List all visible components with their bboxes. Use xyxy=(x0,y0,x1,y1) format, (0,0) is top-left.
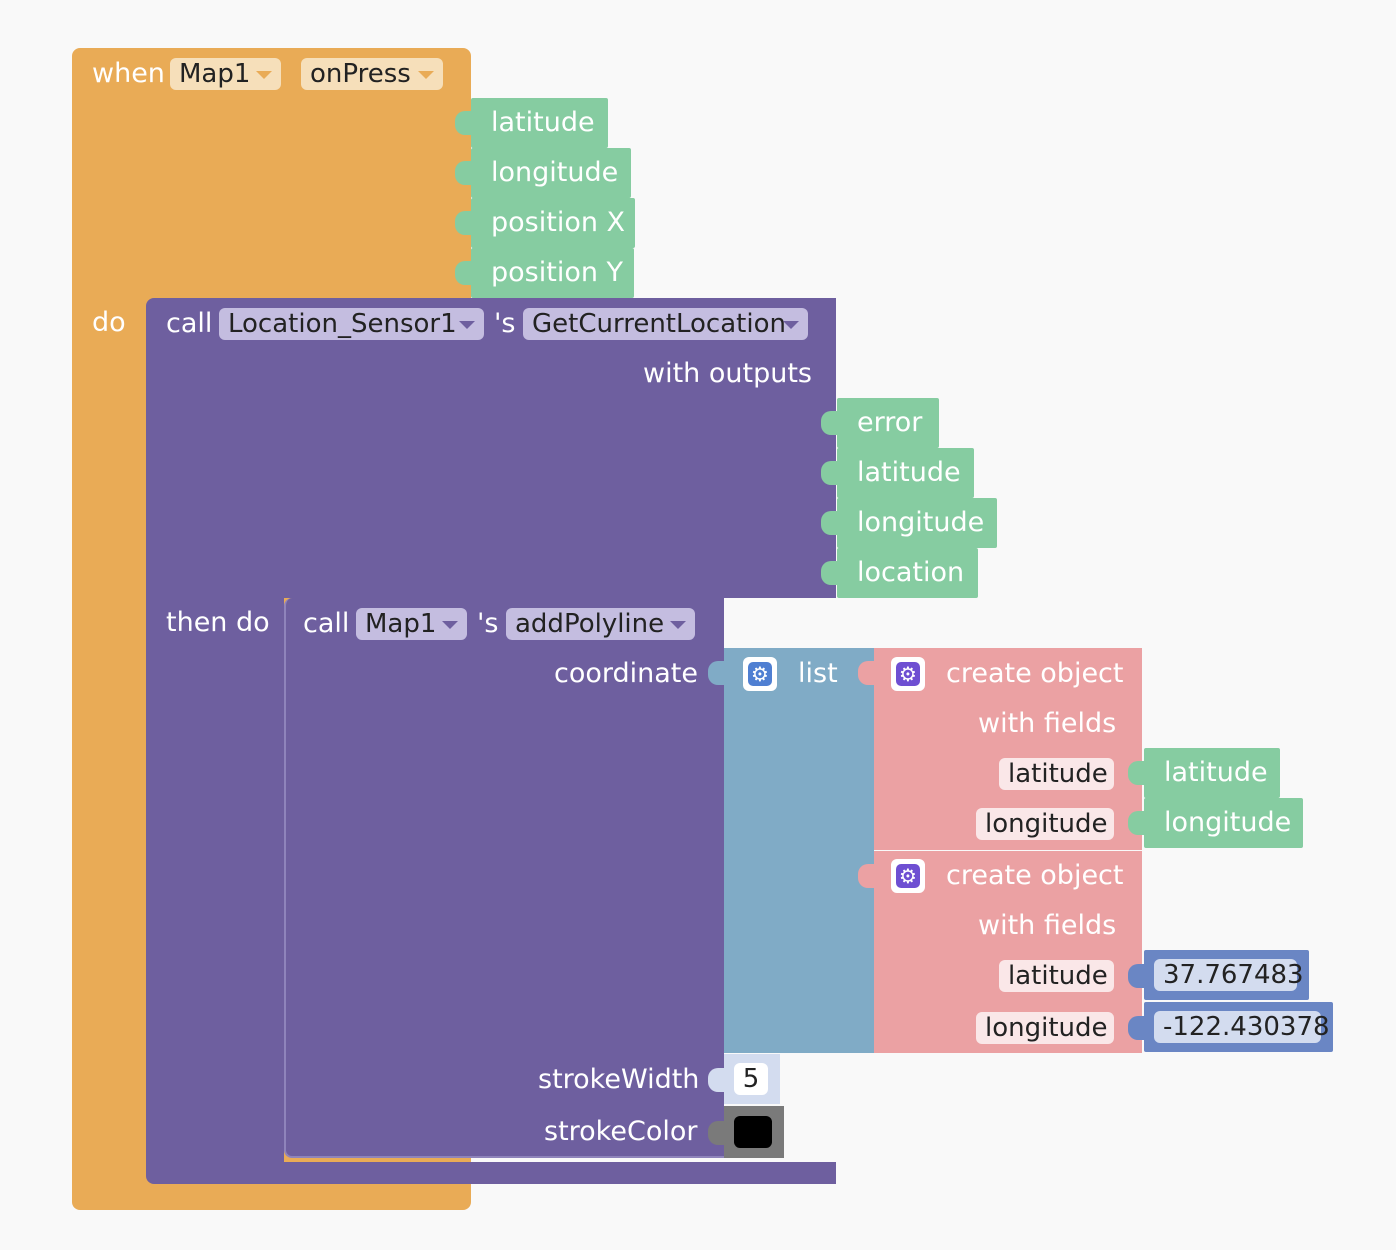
number-tab xyxy=(1128,1016,1146,1040)
param-position-x-label: position X xyxy=(491,207,626,238)
gear-icon: ⚙ xyxy=(748,662,772,686)
component-dropdown-location-sensor[interactable]: Location_Sensor1 xyxy=(219,308,484,340)
when-label: when xyxy=(92,58,165,89)
color-tab xyxy=(708,1121,726,1145)
param-longitude[interactable]: longitude xyxy=(471,148,631,198)
chevron-down-icon xyxy=(670,621,686,629)
number-tab xyxy=(1128,964,1146,988)
possessive-label: 's xyxy=(494,308,516,339)
field-name-longitude[interactable]: longitude xyxy=(976,1012,1114,1044)
make-list-block[interactable] xyxy=(724,648,874,1053)
create-object-label: create object xyxy=(946,860,1124,891)
get-longitude-label: longitude xyxy=(1164,807,1292,838)
create-object-label: create object xyxy=(946,658,1124,689)
list-tab xyxy=(708,661,726,685)
output-longitude[interactable]: longitude xyxy=(837,498,997,548)
location-sensor-call-spine xyxy=(146,590,284,1170)
field-name-latitude[interactable]: latitude xyxy=(999,758,1114,790)
location-sensor-call-bottom xyxy=(146,1162,836,1184)
call-label: call xyxy=(303,608,350,639)
output-tab xyxy=(821,411,839,435)
list-mutator-button[interactable]: ⚙ xyxy=(743,657,777,691)
stroke-width-value[interactable]: 5 xyxy=(734,1063,768,1095)
longitude-number-block[interactable]: -122.430378 xyxy=(1144,1002,1333,1052)
field-name-latitude[interactable]: latitude xyxy=(999,960,1114,992)
number-tab xyxy=(708,1068,726,1092)
stroke-width-number-block[interactable]: 5 xyxy=(724,1054,780,1104)
param-position-y-label: position Y xyxy=(491,257,624,288)
do-label: do xyxy=(92,307,126,338)
object-tab xyxy=(858,864,876,888)
field-name-longitude[interactable]: longitude xyxy=(976,808,1114,840)
get-longitude-block[interactable]: longitude xyxy=(1144,798,1303,848)
stroke-width-label: strokeWidth xyxy=(538,1064,700,1095)
then-do-label: then do xyxy=(166,607,270,638)
param-tab xyxy=(455,211,473,235)
latitude-number-block[interactable]: 37.767483 xyxy=(1144,950,1309,1000)
param-latitude[interactable]: latitude xyxy=(471,98,608,148)
method-dropdown-value: GetCurrentLocation xyxy=(532,309,786,339)
component-dropdown-value: Map1 xyxy=(365,609,437,639)
gear-icon: ⚙ xyxy=(896,662,920,686)
method-dropdown-addpolyline[interactable]: addPolyline xyxy=(506,608,695,640)
param-longitude-label: longitude xyxy=(491,157,619,188)
get-latitude-block[interactable]: latitude xyxy=(1144,748,1280,798)
output-tab xyxy=(821,561,839,585)
value-tab xyxy=(1128,811,1146,835)
object-mutator-button[interactable]: ⚙ xyxy=(891,859,925,893)
method-dropdown-value: addPolyline xyxy=(515,609,665,639)
output-latitude-label: latitude xyxy=(857,457,961,488)
output-location-label: location xyxy=(857,557,965,588)
output-tab xyxy=(821,461,839,485)
object-mutator-button[interactable]: ⚙ xyxy=(891,657,925,691)
output-error[interactable]: error xyxy=(837,398,939,448)
event-dropdown-value: onPress xyxy=(310,59,411,89)
chevron-down-icon xyxy=(459,321,475,329)
output-latitude[interactable]: latitude xyxy=(837,448,974,498)
chevron-down-icon xyxy=(783,321,799,329)
value-tab xyxy=(1128,761,1146,785)
coordinate-label: coordinate xyxy=(554,658,699,689)
param-tab xyxy=(455,111,473,135)
with-outputs-label: with outputs xyxy=(643,358,812,389)
with-fields-label: with fields xyxy=(978,708,1117,739)
output-error-label: error xyxy=(857,407,923,438)
component-dropdown-value: Map1 xyxy=(179,59,251,89)
stroke-color-label: strokeColor xyxy=(544,1116,698,1147)
output-longitude-label: longitude xyxy=(857,507,985,538)
possessive-label: 's xyxy=(477,608,499,639)
chevron-down-icon xyxy=(256,71,272,79)
location-sensor-call-block[interactable] xyxy=(146,298,836,598)
add-polyline-call-block[interactable] xyxy=(284,598,724,1158)
list-label: list xyxy=(798,658,838,689)
chevron-down-icon xyxy=(442,621,458,629)
method-dropdown-getcurrentlocation[interactable]: GetCurrentLocation xyxy=(523,308,808,340)
event-dropdown-onpress[interactable]: onPress xyxy=(301,58,443,90)
object-tab xyxy=(858,661,876,685)
component-dropdown-map1[interactable]: Map1 xyxy=(356,608,467,640)
param-latitude-label: latitude xyxy=(491,107,595,138)
chevron-down-icon xyxy=(418,71,434,79)
longitude-number-value[interactable]: -122.430378 xyxy=(1154,1011,1330,1043)
output-tab xyxy=(821,511,839,535)
param-tab xyxy=(455,261,473,285)
gear-icon: ⚙ xyxy=(896,864,920,888)
get-latitude-label: latitude xyxy=(1164,757,1268,788)
param-position-x[interactable]: position X xyxy=(471,198,635,248)
with-fields-label: with fields xyxy=(978,910,1117,941)
param-tab xyxy=(455,161,473,185)
component-dropdown-map1[interactable]: Map1 xyxy=(170,58,281,90)
component-dropdown-value: Location_Sensor1 xyxy=(228,309,457,339)
stroke-color-swatch[interactable] xyxy=(734,1116,772,1148)
output-location[interactable]: location xyxy=(837,548,978,598)
stroke-color-block[interactable] xyxy=(724,1106,784,1158)
latitude-number-value[interactable]: 37.767483 xyxy=(1154,959,1304,991)
param-position-y[interactable]: position Y xyxy=(471,248,634,298)
call-label: call xyxy=(166,308,213,339)
